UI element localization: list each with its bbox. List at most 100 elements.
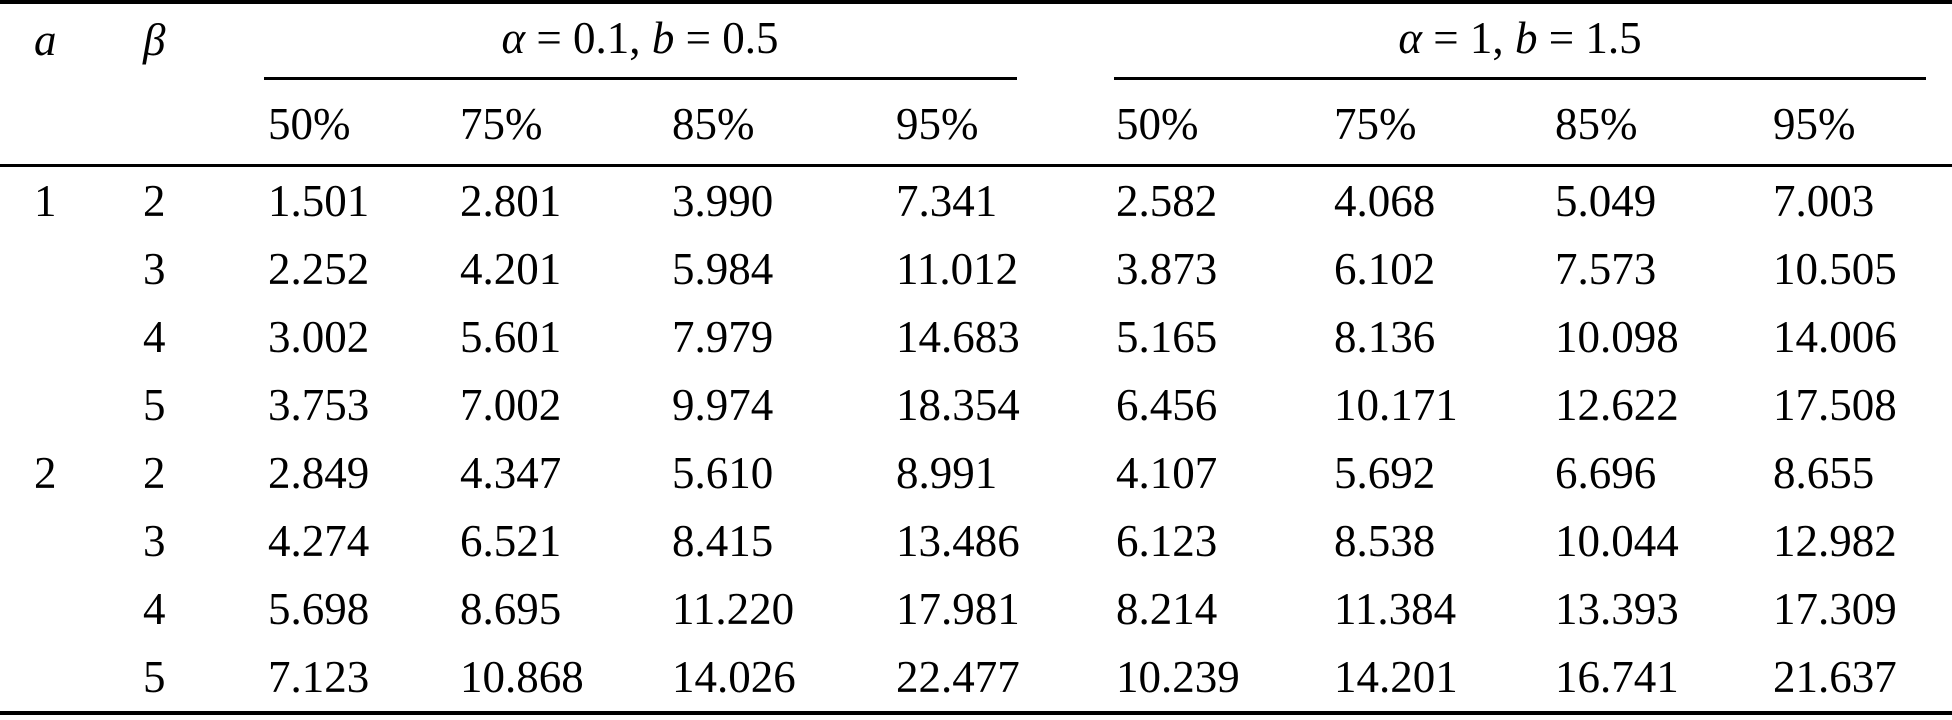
quantile-header: 50% <box>1116 98 1199 149</box>
table-cell: 14.201 <box>1334 652 1458 702</box>
table-cell: 10.171 <box>1334 380 1458 430</box>
row-label-beta: 5 <box>143 380 166 430</box>
table-cell: 5.601 <box>460 312 562 362</box>
table-cell: 13.486 <box>896 516 1020 566</box>
table-cell: 12.982 <box>1773 516 1897 566</box>
table-cell: 17.508 <box>1773 380 1897 430</box>
group-header-alpha1-b15: α = 1, b = 1.5 <box>1398 12 1641 64</box>
row-label-a: 1 <box>34 176 57 226</box>
table-cell: 2.849 <box>268 448 370 498</box>
spacer-cell <box>672 0 896 80</box>
table-cell: 4.274 <box>268 516 370 566</box>
table-cell: 14.683 <box>896 312 1020 362</box>
table-cell: 6.456 <box>1116 380 1218 430</box>
b-value: = 0.5 <box>674 13 779 63</box>
header-rule <box>0 164 1952 167</box>
table-cell: 8.415 <box>672 516 774 566</box>
table-cell: 11.384 <box>1334 584 1457 634</box>
table-cell: 3.873 <box>1116 244 1218 294</box>
table-cell: 16.741 <box>1555 652 1679 702</box>
spacer-cell <box>1773 0 1952 80</box>
table-cell: 8.136 <box>1334 312 1436 362</box>
table-cell: 5.610 <box>672 448 774 498</box>
table-cell: 9.974 <box>672 380 774 430</box>
table-cell: 5.692 <box>1334 448 1436 498</box>
spacer-cell <box>143 80 268 167</box>
table-cell: 4.107 <box>1116 448 1218 498</box>
table-cell: 7.341 <box>896 176 998 226</box>
table-cell: 17.309 <box>1773 584 1897 634</box>
spacer-cell <box>268 0 460 80</box>
row-label-beta: 2 <box>143 448 166 498</box>
table-cell: 8.655 <box>1773 448 1875 498</box>
table-cell: 13.393 <box>1555 584 1679 634</box>
table-cell: 7.979 <box>672 312 774 362</box>
spacer-cell <box>896 0 1116 80</box>
table-cell: 3.753 <box>268 380 370 430</box>
row-label-beta: 2 <box>143 176 166 226</box>
table-cell: 22.477 <box>896 652 1020 702</box>
table-cell: 10.098 <box>1555 312 1679 362</box>
group1-underline <box>264 77 1017 80</box>
table-cell: 6.123 <box>1116 516 1218 566</box>
spacer-cell <box>1334 0 1555 80</box>
table-cell: 8.538 <box>1334 516 1436 566</box>
alpha-symbol: α <box>501 13 526 63</box>
quantile-header: 75% <box>1334 98 1417 149</box>
group-header-alpha01-b05: α = 0.1, b = 0.5 <box>502 12 779 64</box>
bottom-rule <box>0 711 1952 715</box>
table-cell: 4.201 <box>460 244 562 294</box>
quantile-header: 95% <box>896 98 979 149</box>
table-cell: 6.521 <box>460 516 562 566</box>
table-cell: 6.696 <box>1555 448 1657 498</box>
row-label-beta: 4 <box>143 584 166 634</box>
col-header-beta: β <box>143 15 166 65</box>
table-cell: 2.252 <box>268 244 370 294</box>
row-label-beta: 3 <box>143 244 166 294</box>
table-cell: 14.006 <box>1773 312 1897 362</box>
table-cell: 1.501 <box>268 176 370 226</box>
table-cell: 11.220 <box>672 584 795 634</box>
table-cell: 5.049 <box>1555 176 1657 226</box>
table-cell: 3.990 <box>672 176 774 226</box>
quantile-header: 85% <box>672 98 755 149</box>
row-label-beta: 5 <box>143 652 166 702</box>
alpha-value: = 0.1, <box>525 13 652 63</box>
table-cell: 10.044 <box>1555 516 1679 566</box>
table-cell: 4.347 <box>460 448 562 498</box>
table-cell: 10.239 <box>1116 652 1240 702</box>
table-cell: 17.981 <box>896 584 1020 634</box>
spacer-cell <box>1555 0 1773 80</box>
row-label-a: 2 <box>34 448 57 498</box>
table-cell: 10.505 <box>1773 244 1897 294</box>
table-cell: 21.637 <box>1773 652 1897 702</box>
quantile-header: 85% <box>1555 98 1638 149</box>
table-cell: 5.165 <box>1116 312 1218 362</box>
col-header-a: a <box>34 15 57 65</box>
b-symbol: b <box>1514 13 1538 63</box>
quantile-header: 95% <box>1773 98 1856 149</box>
spacer-cell <box>0 80 143 167</box>
table-cell: 11.012 <box>896 244 1019 294</box>
group2-underline <box>1114 77 1926 80</box>
alpha-value: = 1, <box>1422 13 1515 63</box>
table-cell: 18.354 <box>896 380 1020 430</box>
b-symbol: b <box>651 13 675 63</box>
b-value: = 1.5 <box>1537 13 1642 63</box>
table-cell: 12.622 <box>1555 380 1679 430</box>
table-cell: 5.698 <box>268 584 370 634</box>
table-cell: 4.068 <box>1334 176 1436 226</box>
table-cell: 7.573 <box>1555 244 1657 294</box>
table-cell: 5.984 <box>672 244 774 294</box>
table-cell: 7.003 <box>1773 176 1875 226</box>
alpha-symbol: α <box>1398 13 1423 63</box>
spacer-cell <box>1116 0 1334 80</box>
table-cell: 2.801 <box>460 176 562 226</box>
table-cell: 7.123 <box>268 652 370 702</box>
table-cell: 14.026 <box>672 652 796 702</box>
quantile-header: 50% <box>268 98 351 149</box>
row-label-beta: 3 <box>143 516 166 566</box>
row-label-beta: 4 <box>143 312 166 362</box>
